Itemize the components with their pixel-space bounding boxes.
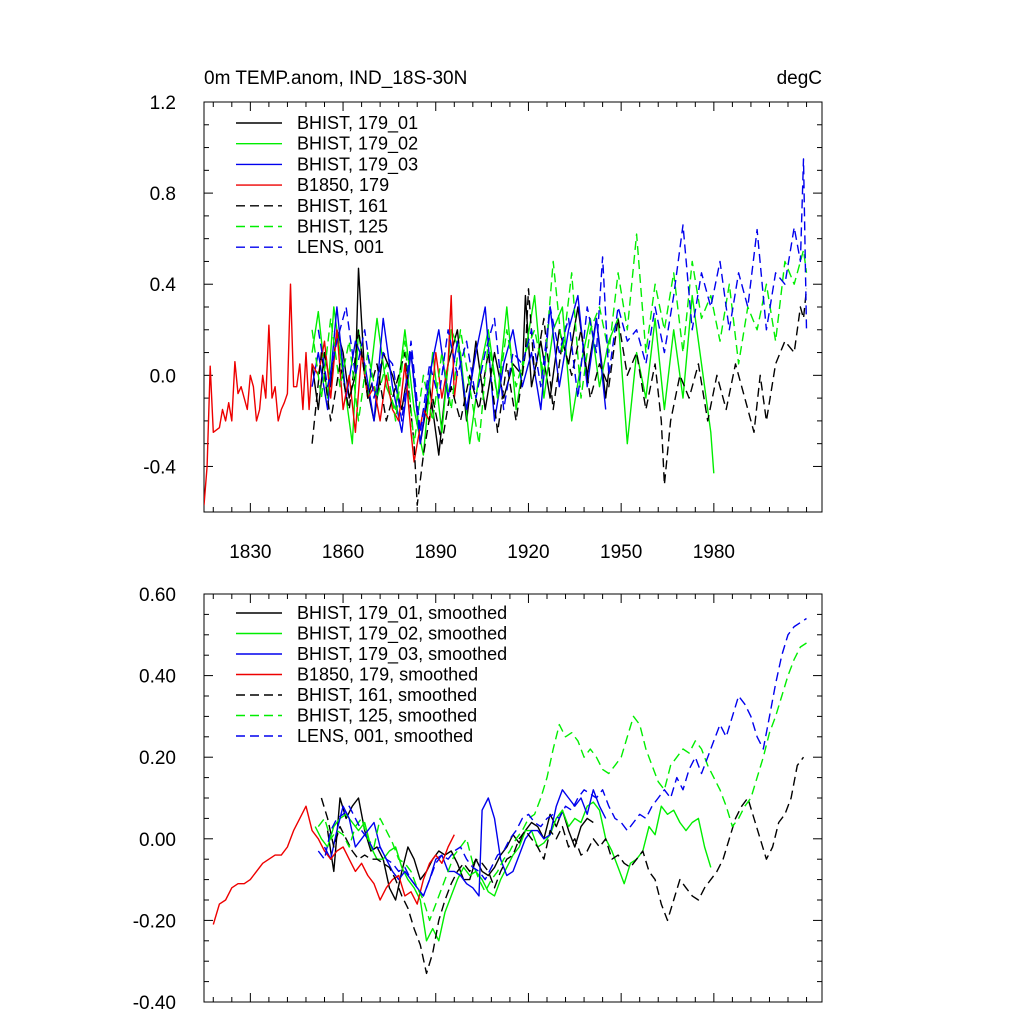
series-line-bhist-179-03-smoothed <box>323 789 607 897</box>
legend-label: BHIST, 179_02 <box>297 134 418 155</box>
legend-label: BHIST, 179_01 <box>297 113 418 134</box>
legend-label: BHIST, 179_01, smoothed <box>297 603 507 624</box>
top-ytick-label: 0.4 <box>150 275 177 296</box>
bottom-ytick-label: 0.60 <box>139 585 176 606</box>
top-xtick-label: 1860 <box>322 542 364 563</box>
legend-label: LENS, 001 <box>297 237 384 257</box>
top-panel-title: 0m TEMP.anom, IND_18S-30N <box>204 68 467 89</box>
legend-label: LENS, 001, smoothed <box>297 726 473 746</box>
series-line-b1850-179-smoothed <box>212 805 455 925</box>
series-line-lens-001 <box>317 158 808 433</box>
legend-label: B1850, 179 <box>297 175 389 195</box>
top-ytick-label: 0.8 <box>150 184 176 205</box>
top-xtick-label: 1950 <box>600 542 642 563</box>
legend-label: BHIST, 161 <box>297 196 388 216</box>
top-panel-units: degC <box>777 68 822 89</box>
top-ytick-label: -0.4 <box>143 457 176 478</box>
bottom-ytick-label: 0.00 <box>139 830 176 851</box>
top-ytick-label: 1.2 <box>150 93 176 114</box>
top-ytick-label: 0.0 <box>150 366 176 387</box>
top-xtick-label: 1890 <box>415 542 457 563</box>
top-xtick-label: 1980 <box>693 542 735 563</box>
series-line-bhist-161 <box>311 288 808 506</box>
bottom-series-lines <box>212 617 807 975</box>
legend-label: BHIST, 125 <box>297 217 388 237</box>
series-line-b1850-179 <box>204 283 459 506</box>
bottom-ytick-label: -0.20 <box>133 911 176 932</box>
series-line-bhist-161-smoothed <box>320 756 805 975</box>
top-xtick-label: 1920 <box>507 542 549 563</box>
series-line-bhist-179-01-smoothed <box>326 797 594 901</box>
top-panel: 1830 1860 1890 1920 1950 1980 -0.4 0.0 0.4 0.8 1.2… <box>143 68 823 563</box>
bottom-ytick-label: 0.20 <box>139 748 176 769</box>
legend-label: BHIST, 161, smoothed <box>297 685 477 705</box>
legend-label: BHIST, 179_03, smoothed <box>297 644 507 665</box>
legend-label: BHIST, 179_03 <box>297 154 418 175</box>
legend-label: BHIST, 125, smoothed <box>297 706 477 726</box>
bottom-ytick-label: 0.40 <box>139 667 176 688</box>
top-series-lines <box>204 158 808 506</box>
series-line-bhist-125 <box>311 233 808 445</box>
bottom-ytick-label: -0.40 <box>133 993 176 1014</box>
bottom-panel: -0.40 -0.20 0.00 0.20 0.40 0.60 BHIST, 179_01… <box>133 585 823 1014</box>
legend-label: B1850, 179, smoothed <box>297 665 478 685</box>
series-line-bhist-125-smoothed <box>317 642 807 922</box>
series-line-lens-001-smoothed <box>317 617 807 897</box>
legend-label: BHIST, 179_02, smoothed <box>297 624 507 645</box>
bottom-axes: -0.40 -0.20 0.00 0.20 0.40 0.60 <box>133 585 823 1014</box>
series-line-bhist-179-02-smoothed <box>314 801 712 942</box>
top-axes: 1830 1860 1890 1920 1950 1980 -0.4 0.0 0.4 0.8 1.2 <box>143 93 823 563</box>
top-xtick-label: 1830 <box>229 542 271 563</box>
series-line-bhist-179-03 <box>311 294 607 445</box>
